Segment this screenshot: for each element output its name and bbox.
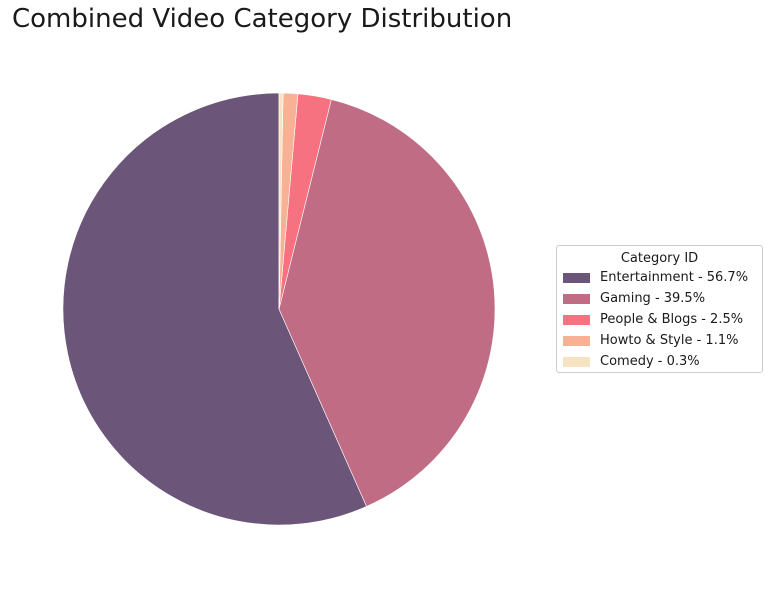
legend-swatch	[563, 293, 590, 304]
legend-label: Comedy - 0.3%	[600, 354, 700, 369]
legend-label: People & Blogs - 2.5%	[600, 312, 744, 327]
legend-item: People & Blogs - 2.5%	[557, 309, 762, 330]
legend-label: Howto & Style - 1.1%	[600, 333, 739, 348]
legend-item: Comedy - 0.3%	[557, 351, 762, 372]
legend-item: Howto & Style - 1.1%	[557, 330, 762, 351]
legend-item: Entertainment - 56.7%	[557, 267, 762, 288]
legend-swatch	[563, 272, 590, 283]
legend-title: Category ID	[620, 251, 699, 266]
legend-swatch	[563, 335, 590, 346]
legend: Category ID Entertainment - 56.7% Gaming…	[556, 245, 763, 373]
pie-slice-comedy	[278, 92, 284, 310]
legend-label: Entertainment - 56.7%	[600, 270, 749, 285]
legend-item: Gaming - 39.5%	[557, 288, 762, 309]
pie-slice-gaming	[278, 99, 496, 507]
pie-slice-entertainment	[62, 92, 367, 526]
legend-swatch	[563, 356, 590, 367]
legend-swatch	[563, 314, 590, 325]
legend-label: Gaming - 39.5%	[600, 291, 706, 306]
chart-title: Combined Video Category Distribution	[12, 4, 513, 34]
